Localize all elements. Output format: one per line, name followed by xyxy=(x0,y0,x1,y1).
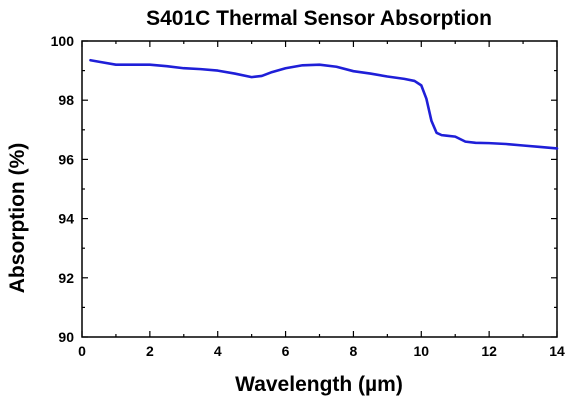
chart-title: S401C Thermal Sensor Absorption xyxy=(146,7,492,30)
y-tick-label: 100 xyxy=(51,33,75,49)
y-tick-label: 98 xyxy=(58,92,74,108)
x-tick-label: 4 xyxy=(214,343,222,359)
x-tick-label: 10 xyxy=(413,343,429,359)
y-tick-label: 94 xyxy=(58,211,74,227)
x-tick-label: 12 xyxy=(481,343,497,359)
x-tick-label: 6 xyxy=(282,343,290,359)
y-tick-label: 90 xyxy=(58,329,74,345)
y-tick-label: 92 xyxy=(58,270,74,286)
x-tick-label: 2 xyxy=(146,343,154,359)
y-tick-label: 96 xyxy=(58,151,74,167)
x-axis-label: Wavelength (µm) xyxy=(235,373,403,396)
plot-frame xyxy=(81,40,558,338)
x-tick-label: 0 xyxy=(78,343,86,359)
series-line-0 xyxy=(89,58,559,150)
x-tick-label: 8 xyxy=(350,343,358,359)
y-axis-label: Absorption (%) xyxy=(6,143,29,293)
x-tick-label: 14 xyxy=(549,343,565,359)
